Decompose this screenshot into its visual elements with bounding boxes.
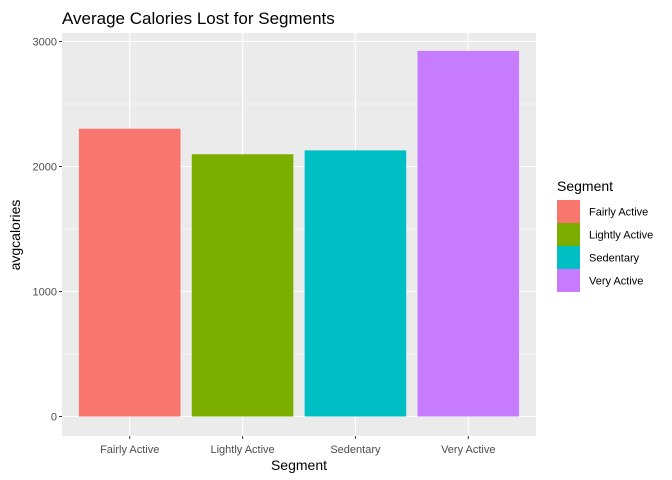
x-tick-label: Very Active	[441, 444, 495, 456]
bar	[78, 128, 181, 417]
y-axis-title: avgcalories	[7, 200, 23, 271]
x-tick-label: Sedentary	[330, 444, 381, 456]
bars	[78, 50, 520, 417]
chart-title: Average Calories Lost for Segments	[62, 9, 335, 28]
y-tick-label: 2000	[33, 162, 57, 174]
bar	[417, 50, 520, 417]
x-axis-ticks: Fairly Active Lightly Active Sedentary Very…	[100, 436, 495, 456]
legend-label: Fairly Active	[589, 207, 648, 219]
legend-label: Sedentary	[589, 253, 640, 265]
y-axis-ticks: 0 1000 2000 3000	[33, 37, 62, 424]
legend-label: Very Active	[589, 276, 643, 288]
x-axis-title: Segment	[271, 457, 327, 473]
legend: Segment Fairly Active Lightly Active Seden…	[557, 178, 653, 292]
x-tick-label: Lightly Active	[210, 444, 274, 456]
legend-label: Lightly Active	[589, 230, 653, 242]
legend-title: Segment	[557, 178, 613, 194]
legend-key	[557, 223, 580, 246]
y-tick-label: 1000	[33, 287, 57, 299]
bar	[304, 150, 407, 417]
legend-key	[557, 200, 580, 223]
x-tick-label: Fairly Active	[100, 444, 159, 456]
legend-key	[557, 269, 580, 292]
y-tick-label: 0	[51, 412, 57, 424]
legend-key	[557, 246, 580, 269]
y-tick-label: 3000	[33, 37, 57, 49]
bar	[191, 154, 294, 417]
